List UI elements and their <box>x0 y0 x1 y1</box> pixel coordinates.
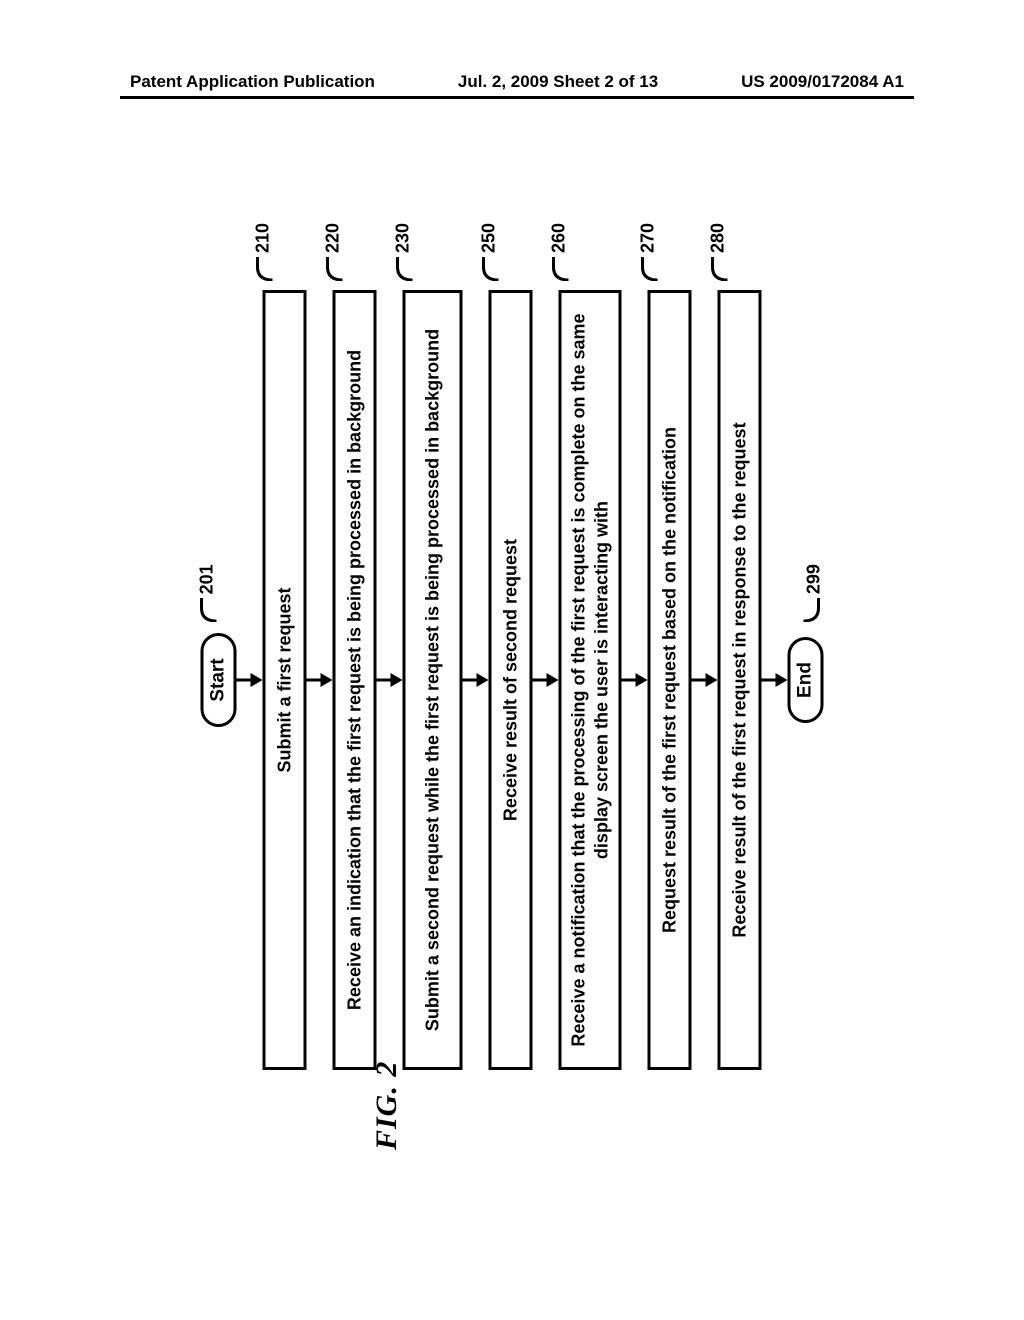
page-header: Patent Application Publication Jul. 2, 2… <box>0 72 1024 92</box>
step-box: Receive an indication that the first req… <box>333 290 377 1070</box>
header-right: US 2009/0172084 A1 <box>741 72 904 92</box>
leader-hook-icon <box>637 255 659 281</box>
leader-hook-icon <box>478 255 500 281</box>
ref-number: 280 <box>707 223 730 253</box>
figure-label: FIG. 2 <box>370 1061 404 1150</box>
step-box: Submit a second request while the first … <box>403 290 463 1070</box>
step-text: Receive an indication that the first req… <box>343 350 366 1010</box>
flow-column: Start 201 Submit a first request 210 <box>201 290 824 1070</box>
terminal-end-label: End <box>795 662 816 698</box>
arrow-icon <box>307 671 333 689</box>
leader-hook-icon <box>196 596 218 622</box>
ref-number: 299 <box>803 564 824 594</box>
ref-number: 270 <box>637 223 660 253</box>
step-text: Receive a notification that the processi… <box>568 309 613 1051</box>
step-text: Receive result of the first request in r… <box>728 422 751 937</box>
header-left: Patent Application Publication <box>130 72 375 92</box>
header-center: Jul. 2, 2009 Sheet 2 of 13 <box>458 72 658 92</box>
arrow-icon <box>622 671 648 689</box>
arrow-icon <box>692 671 718 689</box>
ref-label: 220 <box>322 223 345 281</box>
flowchart: Start 201 Submit a first request 210 <box>201 290 824 1070</box>
leader-hook-icon <box>803 596 825 622</box>
arrow-icon <box>237 671 263 689</box>
ref-number: 210 <box>252 223 275 253</box>
step-box: Receive result of the first request in r… <box>718 290 762 1070</box>
ref-number: 260 <box>548 223 571 253</box>
leader-hook-icon <box>252 255 274 281</box>
step-text: Receive result of second request <box>499 539 522 821</box>
arrow-icon <box>463 671 489 689</box>
header-rule <box>120 96 914 99</box>
ref-number: 250 <box>478 223 501 253</box>
step-box: Receive result of second request 250 <box>489 290 533 1070</box>
arrow-icon <box>377 671 403 689</box>
ref-label: 280 <box>707 223 730 281</box>
ref-number: 220 <box>322 223 345 253</box>
step-box: Request result of the first request base… <box>648 290 692 1070</box>
ref-number: 230 <box>392 223 415 253</box>
ref-label-start: 201 <box>196 564 218 622</box>
ref-label: 250 <box>478 223 501 281</box>
leader-hook-icon <box>548 255 570 281</box>
ref-label: 270 <box>637 223 660 281</box>
ref-label: 230 <box>392 223 415 281</box>
terminal-start-label: Start <box>208 658 229 701</box>
step-text: Submit a second request while the first … <box>421 329 444 1031</box>
ref-number: 201 <box>196 564 217 594</box>
step-text: Submit a first request <box>273 587 296 772</box>
leader-hook-icon <box>392 255 414 281</box>
terminal-end: End 299 <box>788 637 824 723</box>
arrow-icon <box>533 671 559 689</box>
step-text: Request result of the first request base… <box>658 427 681 933</box>
page: Patent Application Publication Jul. 2, 2… <box>0 0 1024 1320</box>
step-box: Receive a notification that the processi… <box>559 290 622 1070</box>
ref-label-end: 299 <box>803 564 825 622</box>
ref-label: 260 <box>548 223 571 281</box>
ref-label: 210 <box>252 223 275 281</box>
terminal-start: Start 201 <box>201 633 237 726</box>
leader-hook-icon <box>322 255 344 281</box>
step-box: Submit a first request 210 <box>263 290 307 1070</box>
arrow-icon <box>762 671 788 689</box>
leader-hook-icon <box>707 255 729 281</box>
